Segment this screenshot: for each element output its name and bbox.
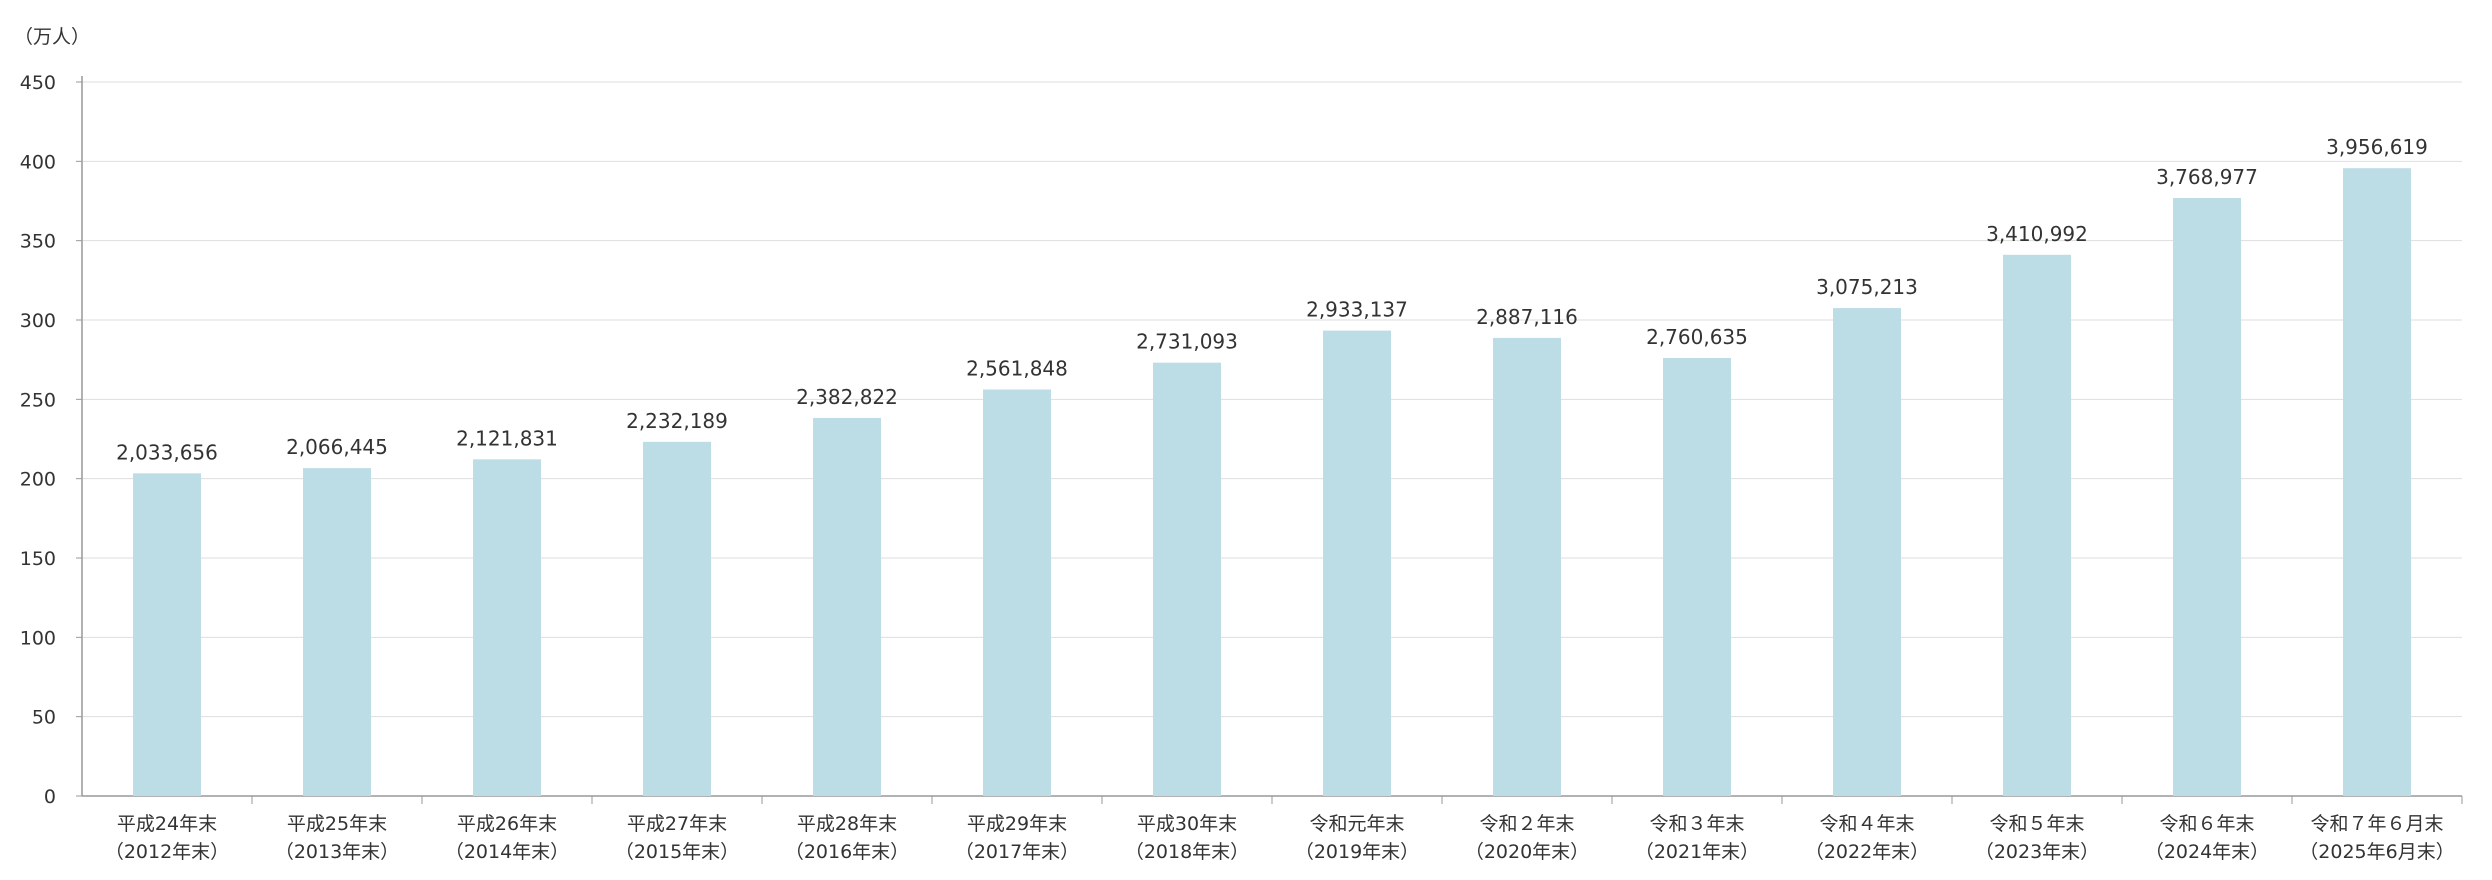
y-axis-unit-label: （万人）	[14, 26, 91, 48]
x-tick-label: 令和４年末	[1819, 813, 1914, 835]
x-tick-label: （2024年末）	[2145, 841, 2269, 863]
y-tick-label: 0	[44, 786, 56, 808]
bar	[2173, 197, 2241, 796]
data-label: 2,561,848	[966, 357, 1068, 381]
data-label: 2,066,445	[286, 435, 388, 459]
x-tick-label: 平成26年末	[457, 813, 557, 835]
y-tick-label: 350	[20, 231, 56, 253]
x-tick-label: （2022年末）	[1805, 841, 1929, 863]
bar	[303, 468, 371, 796]
bar	[1493, 337, 1561, 796]
data-label: 3,410,992	[1986, 222, 2088, 246]
y-tick-label: 200	[20, 469, 56, 491]
x-tick-label: 平成28年末	[797, 813, 897, 835]
bar	[1663, 357, 1731, 796]
x-tick-label: （2019年末）	[1295, 841, 1419, 863]
x-tick-label: 平成25年末	[287, 813, 387, 835]
x-tick-label: （2020年末）	[1465, 841, 1589, 863]
x-tick-label: 令和元年末	[1309, 813, 1404, 835]
y-tick-label: 400	[20, 151, 56, 173]
data-label: 2,121,831	[456, 426, 558, 450]
bar	[2003, 254, 2071, 796]
data-label: 2,033,656	[116, 440, 218, 464]
y-tick-label: 450	[20, 72, 56, 94]
x-tick-label: （2013年末）	[275, 841, 399, 863]
data-label: 2,933,137	[1306, 298, 1408, 322]
x-tick-label: （2014年末）	[445, 841, 569, 863]
data-label: 2,232,189	[626, 409, 728, 433]
x-tick-label: 令和５年末	[1989, 813, 2084, 835]
x-tick-label: 平成30年末	[1137, 813, 1237, 835]
data-label: 3,768,977	[2156, 165, 2258, 189]
data-label: 3,075,213	[1816, 275, 1918, 299]
y-tick-label: 150	[20, 548, 56, 570]
data-label: 2,382,822	[796, 385, 898, 409]
x-tick-label: 令和７年６月末	[2310, 813, 2443, 835]
x-tick-label: （2017年末）	[955, 841, 1079, 863]
data-label: 2,760,635	[1646, 325, 1748, 349]
y-tick-label: 250	[20, 389, 56, 411]
x-tick-label: （2016年末）	[785, 841, 909, 863]
data-label: 3,956,619	[2326, 135, 2428, 159]
x-tick-label: （2012年末）	[105, 841, 229, 863]
y-tick-label: 50	[32, 707, 56, 729]
y-tick-label: 100	[20, 627, 56, 649]
bar	[133, 473, 201, 796]
y-tick-label: 300	[20, 310, 56, 332]
x-tick-label: 令和３年末	[1649, 813, 1744, 835]
bar	[2343, 168, 2411, 797]
bar	[1833, 308, 1901, 796]
bar	[983, 389, 1051, 796]
data-label: 2,887,116	[1476, 305, 1578, 329]
x-tick-label: 令和６年末	[2159, 813, 2254, 835]
bar	[473, 459, 541, 796]
x-tick-label: 平成27年末	[627, 813, 727, 835]
x-tick-label: （2021年末）	[1635, 841, 1759, 863]
x-tick-label: 平成24年末	[117, 813, 217, 835]
x-tick-label: （2023年末）	[1975, 841, 2099, 863]
x-tick-label: 令和２年末	[1479, 813, 1574, 835]
bar	[1153, 362, 1221, 796]
data-label: 2,731,093	[1136, 330, 1238, 354]
x-tick-label: （2025年6月末）	[2299, 841, 2454, 863]
bar	[643, 441, 711, 796]
bar	[1323, 330, 1391, 796]
x-tick-label: （2015年末）	[615, 841, 739, 863]
bar	[813, 417, 881, 796]
x-tick-label: （2018年末）	[1125, 841, 1249, 863]
x-tick-label: 平成29年末	[967, 813, 1067, 835]
